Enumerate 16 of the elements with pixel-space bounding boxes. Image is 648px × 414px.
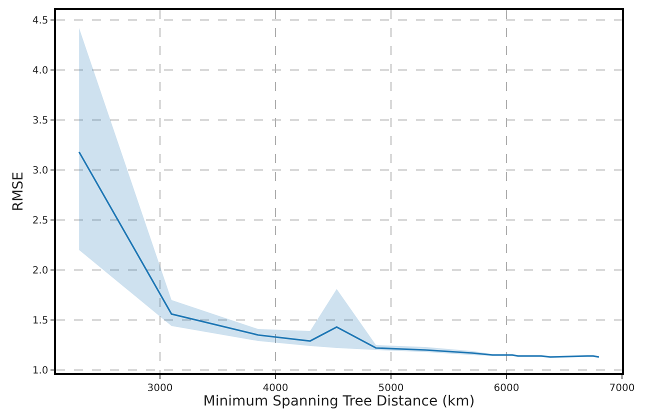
x-tick-label: 7000 xyxy=(609,382,635,394)
y-tick-label: 3.0 xyxy=(32,166,48,176)
x-tick-label: 5000 xyxy=(378,382,404,394)
y-tick-label: 1.5 xyxy=(32,316,48,326)
y-tick-label: 4.0 xyxy=(32,66,48,76)
y-tick-label: 1.0 xyxy=(32,366,48,376)
y-axis-title: RMSE xyxy=(10,172,26,212)
x-tick-label: 3000 xyxy=(147,382,173,394)
y-tick-label: 4.5 xyxy=(32,16,48,26)
y-tick-label: 2.5 xyxy=(32,216,48,226)
x-tick-label: 6000 xyxy=(494,382,520,394)
line-series xyxy=(78,151,600,358)
y-tick-label: 2.0 xyxy=(32,266,48,276)
y-tick-label: 3.5 xyxy=(32,116,48,126)
x-tick-label: 4000 xyxy=(262,382,288,394)
x-axis-title: Minimum Spanning Tree Distance (km) xyxy=(203,394,475,410)
